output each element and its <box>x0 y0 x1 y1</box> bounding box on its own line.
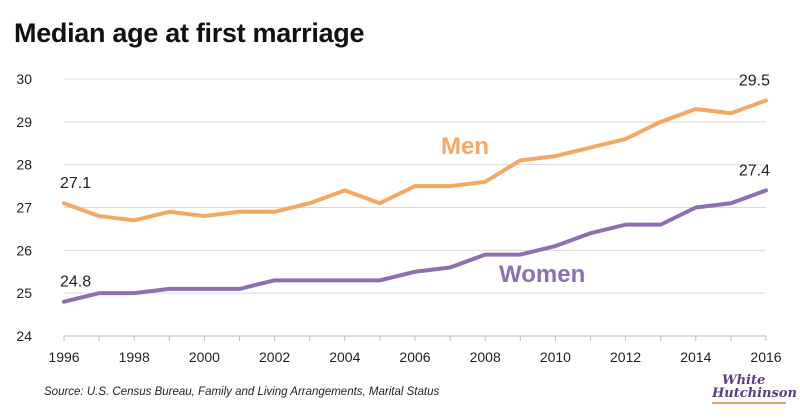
x-tick-label: 1998 <box>119 349 150 365</box>
source-note: Source: U.S. Census Bureau, Family and L… <box>44 386 440 398</box>
y-tick-label: 24 <box>16 328 32 344</box>
x-tick-label: 2010 <box>540 349 571 365</box>
y-tick-label: 25 <box>16 285 32 301</box>
series-line-women <box>62 188 768 304</box>
y-tick-label: 26 <box>16 242 32 258</box>
white-hutchinson-logo: White Hutchinson <box>712 373 797 414</box>
x-tick-label: 1996 <box>48 349 79 365</box>
y-tick-label: 29 <box>16 114 32 130</box>
x-tick-label: 2014 <box>680 349 711 365</box>
logo-line2: Hutchinson <box>712 386 797 401</box>
y-tick-label: 28 <box>16 157 32 173</box>
x-tick-label: 2008 <box>470 349 501 365</box>
data-label: 27.1 <box>60 175 91 192</box>
series-line-men <box>62 98 768 223</box>
series-label-men: Men <box>441 133 489 160</box>
x-tick-label: 2006 <box>399 349 430 365</box>
x-tick-label: 2002 <box>259 349 290 365</box>
chart-title: Median age at first marriage <box>14 18 365 48</box>
series-label-women: Women <box>499 261 585 288</box>
data-label: 29.5 <box>739 72 770 89</box>
x-tick-label: 2016 <box>750 349 781 365</box>
logo-rule <box>712 402 786 404</box>
data-label: 27.4 <box>739 162 770 179</box>
y-tick-label: 27 <box>16 200 32 216</box>
logo-line1: White <box>722 373 766 388</box>
data-label: 24.8 <box>60 274 91 291</box>
x-tick-label: 2004 <box>329 349 360 365</box>
y-tick-label: 30 <box>16 71 32 87</box>
x-tick-label: 2000 <box>189 349 220 365</box>
x-tick-label: 2012 <box>610 349 641 365</box>
